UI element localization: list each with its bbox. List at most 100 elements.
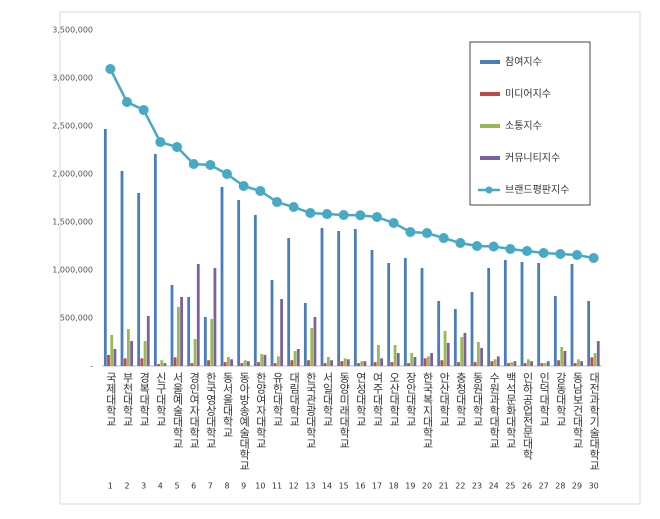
rank-label: 21 <box>439 482 449 491</box>
line-marker <box>288 202 299 213</box>
x-tick-label: 여주대학교 <box>371 372 384 427</box>
bar <box>143 341 147 366</box>
bar <box>210 318 214 366</box>
bar <box>190 363 194 366</box>
line-marker <box>188 159 199 170</box>
bar <box>103 128 107 366</box>
rank-label: 26 <box>522 482 532 491</box>
bar <box>110 334 114 366</box>
bar <box>596 341 600 366</box>
rank-label: 17 <box>372 482 382 491</box>
bar <box>153 154 157 366</box>
rank-label: 13 <box>305 482 315 491</box>
bar <box>180 296 183 366</box>
bar <box>243 360 247 366</box>
rank-label: 4 <box>158 482 163 491</box>
rank-label: 11 <box>272 482 282 491</box>
bar <box>293 351 297 366</box>
bar <box>273 363 277 366</box>
bar <box>503 260 507 366</box>
x-tick-label: 한국복지대학교 <box>421 372 434 449</box>
legend-label: 브랜드평판지수 <box>505 184 569 196</box>
legend-swatch <box>480 156 500 160</box>
x-tick-label: 서일대학교 <box>321 372 334 427</box>
rank-label: 24 <box>489 482 499 491</box>
bar <box>213 267 217 366</box>
bar <box>527 359 530 366</box>
bar <box>403 258 407 366</box>
x-tick-label: 한국영상대학교 <box>204 372 217 449</box>
bar <box>540 363 544 366</box>
x-tick-label: 백석문화대학교 <box>504 372 517 449</box>
rank-label: 5 <box>174 482 179 491</box>
rank-label: 8 <box>224 482 229 491</box>
bar <box>310 327 314 366</box>
bar <box>373 362 377 366</box>
rank-label: 10 <box>255 482 265 491</box>
x-tick-label: 인하공업전문대학 <box>521 372 534 460</box>
bar <box>123 358 127 366</box>
bar <box>413 356 417 366</box>
line-marker <box>222 169 232 179</box>
line-marker <box>172 142 182 153</box>
bar <box>577 359 580 366</box>
line-marker <box>238 181 249 191</box>
bar <box>196 263 200 366</box>
x-tick-label: 대림대학교 <box>288 372 301 427</box>
bar <box>437 301 441 366</box>
bar <box>546 361 550 366</box>
legend-swatch <box>480 60 500 64</box>
legend-label: 미디어지수 <box>505 88 551 100</box>
x-tick-label: 수원과학대학교 <box>488 372 501 449</box>
rank-label: 18 <box>389 482 399 491</box>
line-marker <box>555 248 566 259</box>
bar <box>107 354 110 366</box>
rank-label: 23 <box>472 482 482 491</box>
line-marker <box>272 197 282 208</box>
x-tick-label: 경복대학교 <box>138 372 151 427</box>
rank-label: 2 <box>124 482 129 491</box>
rank-label: 27 <box>539 482 549 491</box>
x-tick-label: 강동대학교 <box>554 372 567 427</box>
bar <box>430 353 433 366</box>
rank-label: 14 <box>322 482 332 491</box>
bar <box>387 262 391 366</box>
bar <box>570 263 574 366</box>
line-marker <box>405 226 416 237</box>
line-marker <box>105 63 116 74</box>
legend-box <box>469 41 591 206</box>
bar <box>327 356 330 366</box>
legend-label: 소통지수 <box>505 120 542 132</box>
bar <box>263 354 267 366</box>
bar <box>296 349 300 366</box>
x-tick-label: 동원대학교 <box>471 372 484 427</box>
x-tick-label: 유한대학교 <box>271 372 284 427</box>
rank-label: 22 <box>455 482 465 491</box>
x-tick-label: 한양여자대학교 <box>254 372 267 449</box>
bar <box>446 342 450 366</box>
bar <box>363 361 367 366</box>
bar <box>510 362 514 366</box>
line-marker <box>538 248 549 259</box>
x-tick-label: 국제대학교 <box>104 372 117 427</box>
bar <box>440 360 444 366</box>
bar <box>530 361 533 366</box>
x-tick-label: 오산대학교 <box>388 372 401 427</box>
bar <box>523 363 527 366</box>
line-marker <box>122 97 132 107</box>
x-tick-label: 인덕대학교 <box>538 372 551 427</box>
bar <box>453 308 457 366</box>
bar <box>246 361 250 366</box>
line-marker <box>372 212 382 223</box>
rank-label: 3 <box>141 482 146 491</box>
x-tick-label: 안산대학교 <box>438 372 451 427</box>
y-tick-label: 500,000 <box>60 314 93 323</box>
bar <box>477 342 480 366</box>
bar <box>120 171 124 366</box>
bar <box>480 347 483 366</box>
bar <box>557 360 560 366</box>
bar <box>370 250 374 366</box>
bar <box>257 362 260 366</box>
line-marker <box>572 250 582 261</box>
